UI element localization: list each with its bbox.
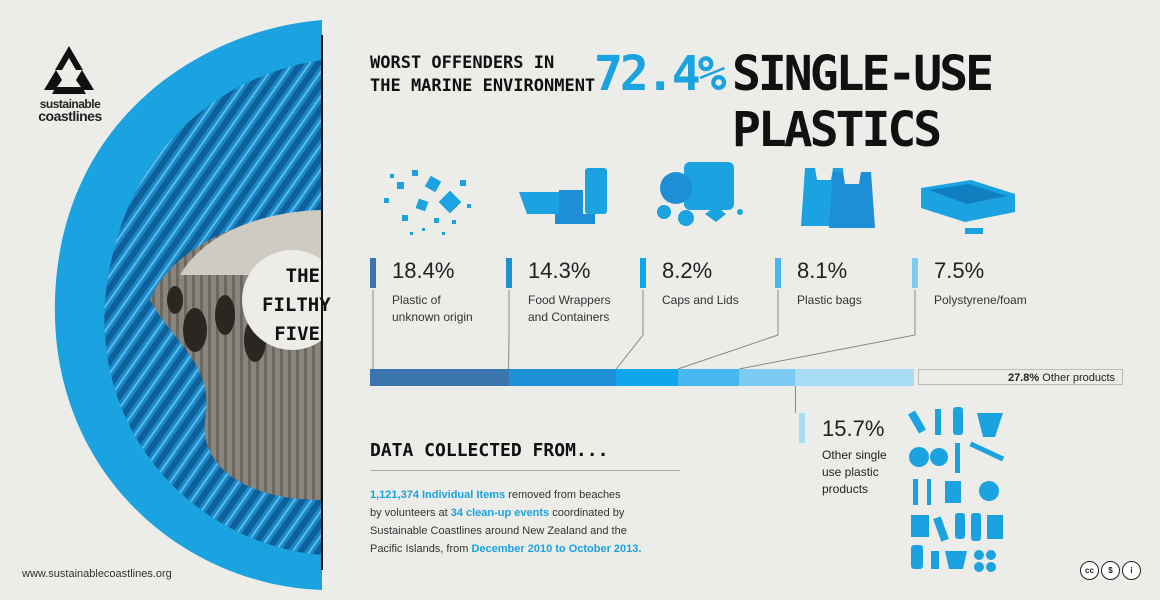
connector-line-plastic-bags: [677, 290, 779, 370]
category-polystyrene-label: Polystyrene/foam: [934, 293, 1027, 307]
other-single-use-marker: [799, 413, 805, 443]
other-products-label: 27.8% Other products: [1008, 372, 1115, 384]
category-food-wrappers-marker: [506, 258, 512, 288]
misc-plastics-icon-grid: [908, 407, 1005, 572]
other-single-use-percent: 15.7%: [822, 416, 885, 441]
other-products-percent: 27.8%: [1008, 372, 1040, 384]
website-link[interactable]: www.sustainablecoastlines.org: [22, 568, 172, 580]
noncommercial-icon: $: [1101, 561, 1120, 580]
confetti-fragments-icon: [384, 170, 471, 235]
category-plastic-bags-percent: 8.1%: [797, 258, 848, 283]
headline-line1: WORST OFFENDERS IN: [370, 53, 555, 73]
body-text4: Sustainable Coastlines around New Zealan…: [370, 525, 627, 537]
cc-icon: cc: [1080, 561, 1099, 580]
beach-photo-collage: [54, 20, 330, 590]
category-unknown-origin-marker: [370, 258, 376, 288]
data-section-body: 1,121,374 Individual Items removed from …: [370, 486, 670, 558]
brand-name: sustainable coastlines: [30, 97, 110, 124]
date-range: December 2010 to October 2013.: [471, 543, 642, 555]
filthy-five-line3: FIVE: [274, 323, 320, 345]
connector-line-caps-lids: [615, 290, 644, 370]
body-text5: Pacific Islands, from: [370, 543, 472, 555]
connector-line-polystyrene: [738, 290, 916, 370]
category-polystyrene-marker: [912, 258, 918, 288]
brand-line1: sustainable: [39, 97, 101, 111]
brand-line2: coastlines: [38, 108, 102, 124]
polystyrene-foam-icon: [921, 180, 1015, 234]
filthy-five-line2: FILTHY: [262, 294, 331, 316]
attribution-icon: i: [1122, 561, 1141, 580]
category-caps-lids-label: Caps and Lids: [662, 293, 739, 307]
body-text3: coordinated by: [549, 507, 625, 519]
caps-lids-icon: [657, 162, 743, 226]
bar-segment-other-single-use: [795, 369, 914, 386]
items-count: 1,121,374 Individual Items: [370, 489, 506, 501]
category-polystyrene-percent: 7.5%: [934, 258, 985, 283]
category-unknown-origin-percent: 18.4%: [392, 258, 455, 283]
bar-segment-unknown-origin: [370, 369, 509, 386]
other-products-text: Other products: [1042, 372, 1116, 384]
bar-segment-polystyrene: [738, 369, 796, 386]
recycle-logo-icon: [44, 46, 94, 94]
body-text1: removed from beaches: [505, 489, 621, 501]
filthy-five-line1: THE: [285, 265, 320, 287]
category-unknown-origin-label: Plastic of unknown origin: [392, 293, 473, 324]
food-container-icon: [519, 168, 607, 224]
filthy-five-label: THE FILTHY FIVE: [262, 262, 331, 349]
data-section-heading: DATA COLLECTED FROM...: [370, 440, 609, 461]
data-section-divider: [370, 470, 680, 471]
category-plastic-bags-label: Plastic bags: [797, 293, 862, 307]
other-products-box: [918, 369, 1123, 385]
headline-title: SINGLE-USE PLASTICS: [732, 46, 994, 158]
category-caps-lids-marker: [640, 258, 646, 288]
other-single-use-label: Other single use plastic products: [822, 448, 887, 496]
events-count: 34 clean-up events: [450, 507, 550, 519]
category-food-wrappers-percent: 14.3%: [528, 258, 591, 283]
category-food-wrappers-label: Food Wrappers and Containers: [528, 293, 611, 324]
bar-segment-caps-lids: [616, 369, 678, 386]
bar-segment-food-wrappers: [508, 369, 617, 386]
category-caps-lids-percent: 8.2%: [662, 258, 713, 283]
category-plastic-bags-marker: [775, 258, 781, 288]
headline-percent: 72.4%: [594, 46, 726, 102]
plastic-bags-icon: [801, 168, 875, 228]
headline-line2: THE MARINE ENVIRONMENT: [370, 76, 596, 96]
headline-subtitle: WORST OFFENDERS IN THE MARINE ENVIRONMEN…: [370, 52, 595, 98]
body-text2: by volunteers at: [370, 507, 451, 519]
bar-segment-plastic-bags: [677, 369, 739, 386]
